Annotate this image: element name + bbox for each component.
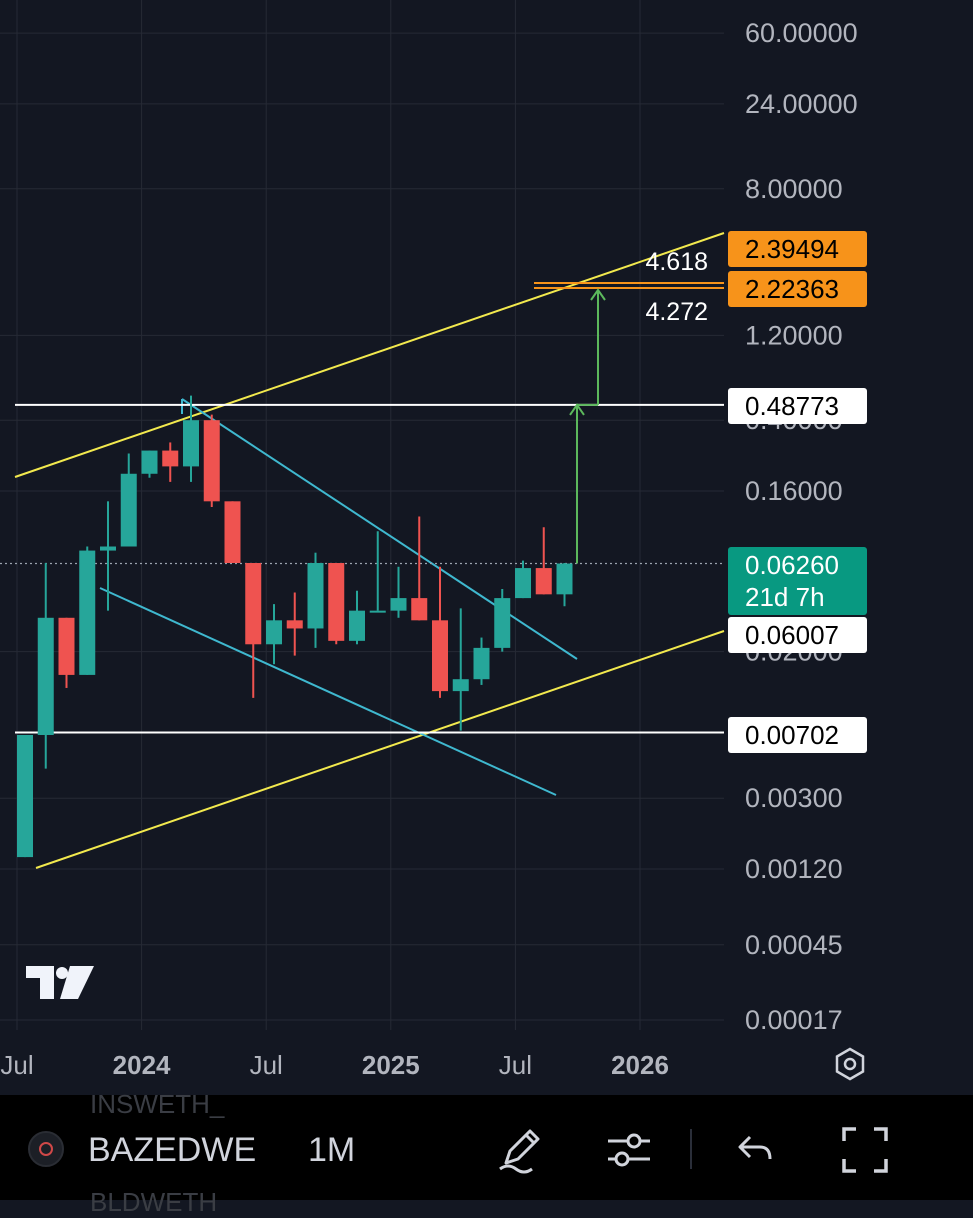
fib-price-badge-text: 2.39494 bbox=[745, 234, 839, 264]
y-tick-label: 8.00000 bbox=[745, 174, 843, 204]
candle-body bbox=[141, 450, 158, 474]
symbol-name[interactable]: BAZEDWE bbox=[88, 1131, 257, 1169]
candle-body bbox=[473, 647, 490, 680]
sliders-icon[interactable] bbox=[604, 1125, 654, 1175]
candles bbox=[17, 395, 573, 858]
candle-body bbox=[245, 563, 262, 645]
candle-body bbox=[556, 563, 573, 595]
x-tick-label: 2025 bbox=[362, 1050, 420, 1080]
channel-price-badge: 0.06007 bbox=[728, 617, 867, 653]
candle-body bbox=[307, 563, 324, 629]
y-tick-label: 0.00017 bbox=[745, 1005, 843, 1035]
y-tick-label: 0.00045 bbox=[745, 930, 843, 960]
symbol-logo-icon[interactable] bbox=[28, 1131, 64, 1167]
price-chart[interactable]: 4.618 4.272 60.00000 24.00000 8.00000 1.2000… bbox=[0, 0, 973, 1095]
y-tick-label: 1.20000 bbox=[745, 320, 843, 350]
candle-body bbox=[286, 620, 303, 629]
settings-icon[interactable] bbox=[835, 1047, 865, 1081]
x-tick-label: 2026 bbox=[611, 1050, 669, 1080]
candle-body bbox=[79, 550, 96, 675]
candle-body bbox=[100, 546, 116, 551]
pen-icon[interactable] bbox=[496, 1125, 546, 1175]
time-axis[interactable]: Jul 2024 Jul 2025 Jul 2026 bbox=[0, 1050, 669, 1080]
level-price-badge: 0.48773 bbox=[728, 388, 867, 424]
candle-body bbox=[515, 568, 531, 599]
tradingview-logo bbox=[26, 966, 94, 999]
fib-price-badge: 2.22363 bbox=[728, 271, 867, 307]
x-tick-label: Jul bbox=[499, 1050, 532, 1080]
channel-upper-line bbox=[14, 232, 725, 478]
x-tick-label: Jul bbox=[0, 1050, 33, 1080]
fib-price-badge-text: 2.22363 bbox=[745, 274, 839, 304]
fib-ratio-label: 4.272 bbox=[645, 298, 708, 326]
channel-lower-line bbox=[35, 630, 725, 869]
candle-body bbox=[183, 420, 199, 467]
y-tick-label: 60.00000 bbox=[745, 18, 858, 48]
undo-icon[interactable] bbox=[734, 1125, 784, 1175]
bottom-toolbar: INSWETH_ BAZEDWE 1M BLDWETH bbox=[0, 1089, 973, 1217]
candle-body bbox=[452, 679, 469, 692]
fib-price-badge-bg bbox=[728, 271, 867, 307]
x-tick-label: 2024 bbox=[113, 1050, 171, 1080]
candle-body bbox=[58, 617, 75, 675]
chart-drawings[interactable] bbox=[0, 232, 725, 869]
y-tick-label: 24.00000 bbox=[745, 89, 858, 119]
current-price-badge-text: 21d 7h bbox=[745, 582, 825, 612]
wedge-lower-line bbox=[99, 587, 557, 796]
candle-body bbox=[224, 501, 241, 564]
candle-body bbox=[120, 473, 137, 547]
candle-body bbox=[17, 734, 33, 858]
level-price-badge-bg bbox=[728, 717, 867, 753]
candle-body bbox=[411, 598, 428, 621]
candle-body bbox=[432, 620, 448, 692]
y-tick-label: 0.00120 bbox=[745, 854, 843, 884]
candle-body bbox=[37, 617, 54, 735]
current-price-badge-text: 0.06260 bbox=[745, 550, 839, 580]
channel-price-badge-text: 0.06007 bbox=[745, 620, 839, 650]
candle-body bbox=[349, 610, 365, 641]
current-price-badge-bg bbox=[728, 547, 867, 615]
level-price-badge-text: 0.00702 bbox=[745, 720, 839, 750]
fib-price-badge-bg bbox=[728, 231, 867, 267]
y-tick-label: 0.16000 bbox=[745, 476, 843, 506]
ghost-symbol-bottom: BLDWETH bbox=[90, 1187, 218, 1217]
fib-ratio-label: 4.618 bbox=[645, 248, 708, 276]
candle-body bbox=[203, 420, 220, 502]
interval-button[interactable]: 1M bbox=[308, 1131, 356, 1169]
chart-grid bbox=[0, 0, 724, 1030]
y-tick-label: 0.00300 bbox=[745, 783, 843, 813]
fullscreen-icon[interactable] bbox=[840, 1125, 890, 1175]
x-tick-label: Jul bbox=[250, 1050, 283, 1080]
candle-body bbox=[494, 598, 511, 648]
candle-body bbox=[535, 568, 552, 595]
wedge-upper-line bbox=[181, 398, 578, 660]
candle-body bbox=[266, 620, 282, 645]
candle-body bbox=[390, 598, 407, 611]
level-price-badge-bg bbox=[728, 388, 867, 424]
fib-price-badge: 2.39494 bbox=[728, 231, 867, 267]
chart-overlays: 4.618 4.272 bbox=[569, 248, 708, 564]
channel-price-badge-bg bbox=[728, 617, 867, 653]
candle-body bbox=[328, 563, 345, 641]
level-price-badge: 0.00702 bbox=[728, 717, 867, 753]
ghost-symbol-top: INSWETH_ bbox=[90, 1089, 225, 1119]
candle-body bbox=[369, 610, 386, 613]
level-price-badge-text: 0.48773 bbox=[745, 391, 839, 421]
projection-arrowhead-2 bbox=[590, 288, 606, 301]
candle-body bbox=[162, 450, 179, 467]
toolbar-divider bbox=[690, 1129, 692, 1169]
